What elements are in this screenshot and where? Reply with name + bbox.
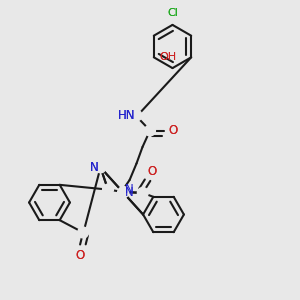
Text: HN: HN	[118, 109, 135, 122]
Text: N: N	[90, 161, 99, 174]
Text: O: O	[76, 249, 85, 262]
Circle shape	[118, 187, 128, 198]
Text: OH: OH	[159, 52, 176, 62]
Circle shape	[118, 187, 129, 197]
Circle shape	[103, 184, 113, 195]
Text: HN: HN	[118, 109, 135, 122]
Text: N: N	[125, 185, 134, 199]
Circle shape	[137, 188, 148, 198]
Text: Cl: Cl	[167, 8, 178, 18]
Text: O: O	[147, 165, 156, 178]
Circle shape	[78, 227, 88, 238]
Circle shape	[145, 125, 155, 136]
Text: N: N	[124, 183, 133, 196]
Text: O: O	[76, 249, 85, 262]
Text: O: O	[168, 124, 177, 137]
Text: O: O	[147, 165, 156, 178]
Circle shape	[131, 110, 142, 121]
Text: O: O	[168, 124, 177, 137]
Text: OH: OH	[159, 52, 176, 62]
Circle shape	[95, 162, 106, 173]
Text: N: N	[90, 161, 99, 174]
Text: Cl: Cl	[167, 8, 178, 18]
